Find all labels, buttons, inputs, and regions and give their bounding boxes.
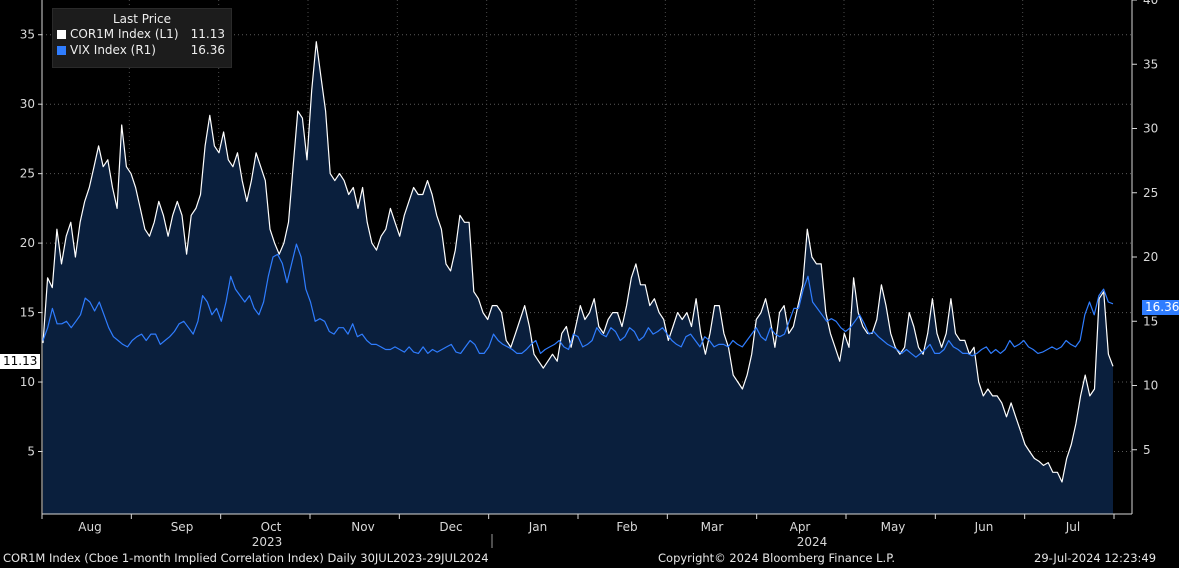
legend-label: VIX Index (R1) <box>70 43 156 57</box>
legend-value: 11.13 <box>190 27 225 41</box>
right-tick-label: 35 <box>1143 57 1158 71</box>
right-tick-label: 15 <box>1143 314 1158 328</box>
right-tick-label: 20 <box>1143 250 1158 264</box>
series-area-0 <box>43 41 1113 514</box>
footer-description: COR1M Index (Cboe 1-month Implied Correl… <box>3 551 489 565</box>
right-tick-label: 5 <box>1143 443 1151 457</box>
x-tick-label: Oct <box>261 520 282 534</box>
left-axis-ticks: 5 10 15 20 25 30 35 <box>20 28 42 458</box>
x-tick-label: Feb <box>616 520 637 534</box>
left-tick-label: 5 <box>27 444 35 458</box>
right-tick-label: 30 <box>1143 122 1158 136</box>
legend: Last Price COR1M Index (L1) 11.13 VIX In… <box>52 8 232 68</box>
legend-item-vix: VIX Index (R1) 16.36 <box>53 42 231 58</box>
x-tick-label: May <box>881 520 906 534</box>
left-tick-label: 30 <box>20 97 35 111</box>
x-tick-label: Aug <box>78 520 101 534</box>
x-year-label: 2023 <box>252 535 283 549</box>
x-tick-label: Jun <box>974 520 994 534</box>
x-tick-label: Jan <box>528 520 548 534</box>
footer-timestamp: 29-Jul-2024 12:23:49 <box>1034 551 1157 565</box>
legend-label: COR1M Index (L1) <box>70 27 179 41</box>
series-line-1 <box>42 243 1114 358</box>
legend-title: Last Price <box>112 12 172 26</box>
x-axis-ticks: Aug Sep Oct Nov Dec Jan Feb Mar Apr May Jun Jul 2023… <box>41 514 1115 549</box>
x-tick-label: Nov <box>351 520 374 534</box>
right-tick-label: 10 <box>1143 379 1158 393</box>
legend-item-cor1m: COR1M Index (L1) 11.13 <box>53 26 231 42</box>
legend-swatch-cor1m <box>57 29 66 39</box>
right-tick-label: 40 <box>1143 0 1158 7</box>
right-tick-label: 25 <box>1143 186 1158 200</box>
last-value-flag-left: 11.13 <box>0 354 41 369</box>
x-tick-label: Sep <box>171 520 194 534</box>
legend-swatch-vix <box>57 45 66 55</box>
series-line-0 <box>42 41 1114 483</box>
x-tick-label: Dec <box>439 520 462 534</box>
footer-copyright: Copyright© 2024 Bloomberg Finance L.P. <box>658 551 895 565</box>
left-tick-label: 10 <box>20 375 35 389</box>
right-axis-ticks: 5 10 15 20 25 30 35 40 <box>1132 0 1158 457</box>
legend-value: 16.36 <box>190 43 225 57</box>
x-year-label: 2024 <box>797 535 828 549</box>
left-tick-label: 20 <box>20 236 35 250</box>
x-tick-label: Mar <box>701 520 724 534</box>
x-tick-label: Apr <box>790 520 811 534</box>
x-tick-label: Jul <box>1065 520 1080 534</box>
series-layer <box>42 41 1114 514</box>
left-tick-label: 35 <box>20 28 35 42</box>
last-value-flag-right: 16.36 <box>1142 300 1179 315</box>
left-tick-label: 25 <box>20 167 35 181</box>
left-tick-label: 15 <box>20 306 35 320</box>
